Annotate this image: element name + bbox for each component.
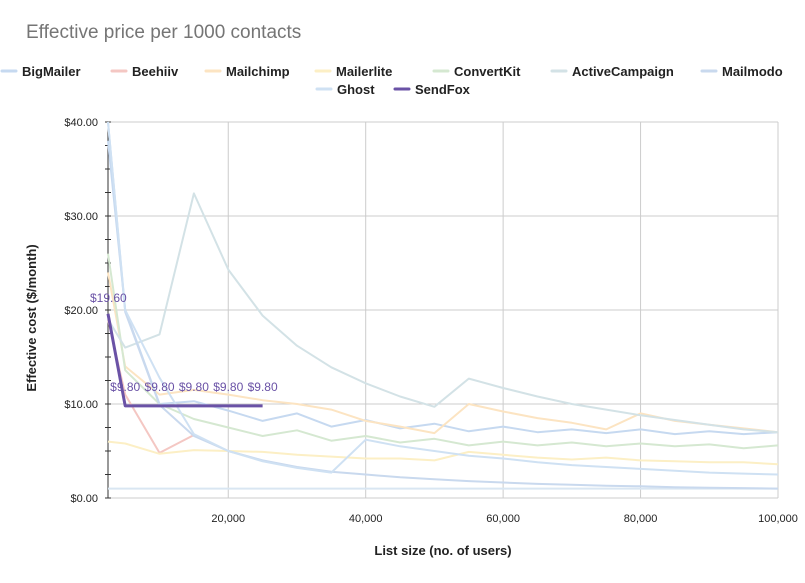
series-lines xyxy=(106,121,779,490)
chart-title: Effective price per 1000 contacts xyxy=(26,22,302,43)
x-tick-label: 60,000 xyxy=(486,513,520,525)
y-tick-label: $40.00 xyxy=(64,117,98,129)
legend: BigMailer Beehiiv Mailchimp Mailerlite Conve… xyxy=(0,64,783,97)
data-label: $9.80 xyxy=(213,380,243,394)
series-line-bigmailer xyxy=(107,140,779,436)
x-tick-label: 100,000 xyxy=(758,513,798,525)
series-line-sendfox xyxy=(106,313,263,408)
x-tick-label: 80,000 xyxy=(624,513,658,525)
y-axis-ticks: $0.00 $10.00 $20.00 $30.00 $40.00 xyxy=(64,117,98,505)
x-axis-ticks: 20,000 40,000 60,000 80,000 100,000 xyxy=(211,513,797,525)
legend-label: Ghost xyxy=(337,82,375,97)
series-line-convertkit xyxy=(107,253,779,450)
x-tick-label: 40,000 xyxy=(349,513,383,525)
data-label: $9.80 xyxy=(179,380,209,394)
y-tick-label: $20.00 xyxy=(64,305,98,317)
y-tick-label: $10.00 xyxy=(64,399,98,411)
legend-label: ActiveCampaign xyxy=(572,64,674,79)
legend-label: Mailchimp xyxy=(226,64,290,79)
legend-label: SendFox xyxy=(415,82,471,97)
series-line-mailchimp xyxy=(107,272,779,435)
legend-label: Mailmodo xyxy=(722,64,783,79)
gridlines xyxy=(105,121,779,499)
legend-label: ConvertKit xyxy=(454,64,521,79)
series-line-activecampaign xyxy=(107,192,779,434)
series-line-mailerlite xyxy=(107,440,779,466)
y-tick-label: $0.00 xyxy=(70,493,98,505)
data-label: $9.80 xyxy=(248,380,278,394)
legend-label: Beehiiv xyxy=(132,64,179,79)
legend-label: Mailerlite xyxy=(336,64,392,79)
data-label: $9.80 xyxy=(145,380,175,394)
data-label: $19.60 xyxy=(90,291,127,305)
legend-label: BigMailer xyxy=(22,64,81,79)
series-line-ghost xyxy=(107,121,779,476)
data-labels: $19.60 $9.80 $9.80 $9.80 $9.80 $9.80 xyxy=(90,291,278,394)
y-tick-label: $30.00 xyxy=(64,211,98,223)
y-axis-title: Effective cost ($/month) xyxy=(24,244,39,391)
x-axis-title: List size (no. of users) xyxy=(374,543,511,558)
series-line-mailmodo xyxy=(107,121,779,490)
data-label: $9.80 xyxy=(110,380,140,394)
x-tick-label: 20,000 xyxy=(211,513,245,525)
